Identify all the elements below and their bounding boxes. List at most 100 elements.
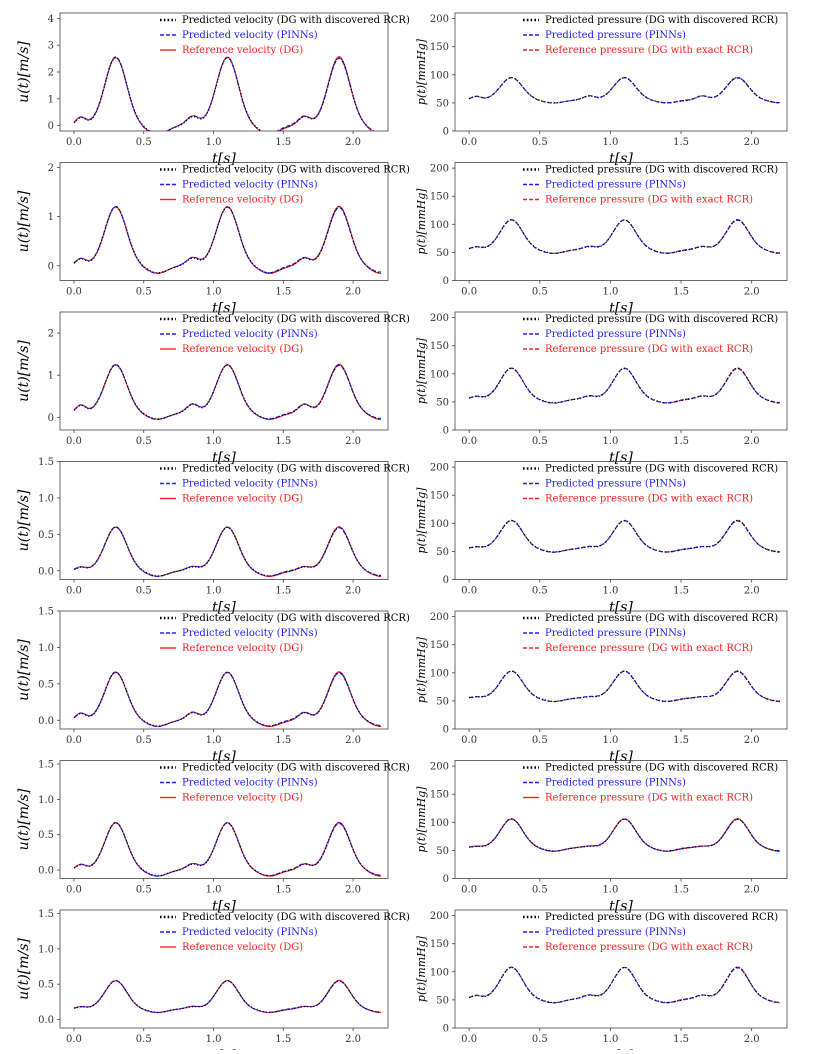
legend-label: Predicted velocity (DG with discovered R… — [182, 763, 410, 774]
x-tick-label: 0.0 — [66, 137, 82, 148]
legend-label: Reference pressure (DG with exact RCR) — [545, 643, 753, 654]
legend-label: Predicted pressure (DG with discovered R… — [545, 763, 778, 774]
y-tick-label: 2 — [48, 329, 54, 340]
x-tick-label: 1.0 — [206, 137, 222, 148]
y-tick-label: 1.0 — [38, 493, 54, 504]
chart-p3: 0 50 100 150 200 0.0 0.5 1.0 1.5 2.0 t[s] p(t)[mmHg… — [415, 311, 788, 466]
series-line-2 — [73, 55, 373, 131]
series-line-0 — [73, 56, 375, 131]
series-line-2 — [469, 670, 780, 703]
chart-v2: 0 1 2 0.0 0.5 1.0 1.5 2.0 t[s] u(t)[m/s] Predicted… — [16, 162, 410, 317]
x-tick-label: 1.0 — [602, 137, 618, 148]
x-tick-label: 1.0 — [602, 436, 618, 447]
series-line-2 — [73, 821, 382, 877]
legend-label: Predicted velocity (PINNs) — [182, 927, 318, 938]
x-tick-label: 0.0 — [461, 436, 477, 447]
axes-frame — [454, 311, 788, 431]
y-tick-label: 200 — [430, 14, 449, 25]
x-tick-label: 1.0 — [206, 735, 222, 746]
legend-label: Predicted pressure (PINNs) — [545, 778, 686, 789]
y-tick-label: 50 — [436, 696, 449, 707]
y-axis-label: p(t)[mmHg] — [415, 487, 428, 554]
series-line-0 — [468, 219, 780, 254]
x-tick-label: 0.5 — [532, 735, 548, 746]
x-tick-label: 0.5 — [136, 586, 152, 597]
axes-frame — [454, 909, 788, 1029]
y-tick-label: 1 — [48, 94, 54, 105]
x-tick-label: 1.0 — [602, 1034, 618, 1045]
series-line-2 — [468, 519, 780, 553]
legend-label: Predicted velocity (PINNs) — [182, 180, 318, 191]
x-tick-label: 1.0 — [206, 586, 222, 597]
legend-label: Predicted velocity (PINNs) — [182, 329, 318, 340]
x-tick-label: 2.0 — [744, 885, 760, 896]
series-line-0 — [73, 364, 381, 420]
legend-label: Predicted pressure (DG with discovered R… — [545, 912, 778, 923]
y-tick-label: 0.5 — [38, 679, 54, 690]
series-line-0 — [468, 76, 780, 104]
series-line-0 — [469, 519, 780, 553]
legend-label: Reference velocity (DG) — [182, 45, 303, 56]
series-line-1 — [468, 76, 780, 104]
y-axis-label: u(t)[m/s] — [16, 489, 32, 551]
legend-label: Reference velocity (DG) — [182, 643, 303, 654]
legend-label: Reference velocity (DG) — [182, 793, 303, 804]
series-line-0 — [469, 670, 780, 702]
x-tick-label: 0.5 — [136, 735, 152, 746]
legend-label: Reference pressure (DG with exact RCR) — [545, 344, 753, 355]
y-tick-label: 2 — [48, 68, 54, 79]
x-tick-label: 2.0 — [345, 287, 361, 298]
chart-p2: 0 50 100 150 200 0.0 0.5 1.0 1.5 2.0 t[s] p(t)[mmHg… — [415, 162, 788, 317]
x-tick-label: 2.0 — [744, 586, 760, 597]
y-tick-label: 0.5 — [38, 980, 54, 991]
x-tick-label: 0.0 — [461, 287, 477, 298]
y-tick-label: 1 — [48, 371, 54, 382]
y-tick-label: 0.5 — [38, 830, 54, 841]
x-axis-label: t[s] — [212, 151, 236, 167]
y-tick-label: 200 — [430, 911, 449, 922]
legend-label: Predicted pressure (DG with discovered R… — [545, 165, 778, 176]
x-tick-label: 0.0 — [461, 735, 477, 746]
y-tick-label: 50 — [436, 547, 449, 558]
y-tick-label: 100 — [430, 519, 449, 530]
series-line-2 — [73, 526, 382, 578]
axes-frame — [59, 760, 389, 879]
y-tick-label: 3 — [48, 41, 54, 52]
legend-label: Reference pressure (DG with exact RCR) — [545, 793, 753, 804]
legend-label: Predicted velocity (DG with discovered R… — [182, 314, 410, 325]
y-tick-label: 1.0 — [38, 643, 54, 654]
legend-label: Predicted pressure (PINNs) — [545, 479, 686, 490]
y-tick-label: 200 — [430, 463, 449, 474]
series-line-1 — [73, 56, 376, 131]
y-axis-label: p(t)[mmHg] — [415, 337, 428, 404]
x-tick-label: 1.5 — [275, 137, 291, 148]
y-tick-label: 0 — [443, 725, 449, 736]
x-tick-label: 1.5 — [275, 1034, 291, 1045]
legend-label: Reference velocity (DG) — [182, 942, 303, 953]
y-tick-label: 150 — [430, 192, 449, 203]
x-axis-label: t[s] — [609, 749, 633, 765]
x-tick-label: 1.0 — [206, 885, 222, 896]
series-line-0 — [73, 526, 382, 577]
legend-label: Reference pressure (DG with exact RCR) — [545, 494, 753, 505]
series-line-0 — [468, 367, 780, 404]
legend-label: Predicted pressure (DG with discovered R… — [545, 613, 778, 624]
x-tick-label: 1.5 — [673, 1034, 689, 1045]
legend-label: Reference pressure (DG with exact RCR) — [545, 195, 753, 206]
x-axis-label: t[s] — [609, 899, 633, 915]
legend-label: Reference velocity (DG) — [182, 195, 303, 206]
y-tick-label: 0.5 — [38, 530, 54, 541]
series-line-1 — [468, 519, 780, 553]
x-axis-label: t[s] — [609, 151, 633, 167]
x-tick-label: 2.0 — [744, 735, 760, 746]
x-tick-label: 0.0 — [66, 885, 82, 896]
chart-v7: 0.00.51.01.50.00.51.01.52.0t[s]u(t)[m/s]… — [16, 909, 410, 1054]
series-line-2 — [468, 966, 780, 1004]
y-tick-label: 1.5 — [38, 607, 54, 618]
series-line-1 — [73, 205, 382, 275]
legend-label: Reference pressure (DG with exact RCR) — [545, 45, 753, 56]
x-tick-label: 1.5 — [275, 287, 291, 298]
y-axis-label: u(t)[m/s] — [16, 938, 32, 1000]
y-tick-label: 0 — [48, 261, 54, 272]
y-tick-label: 100 — [430, 369, 449, 380]
